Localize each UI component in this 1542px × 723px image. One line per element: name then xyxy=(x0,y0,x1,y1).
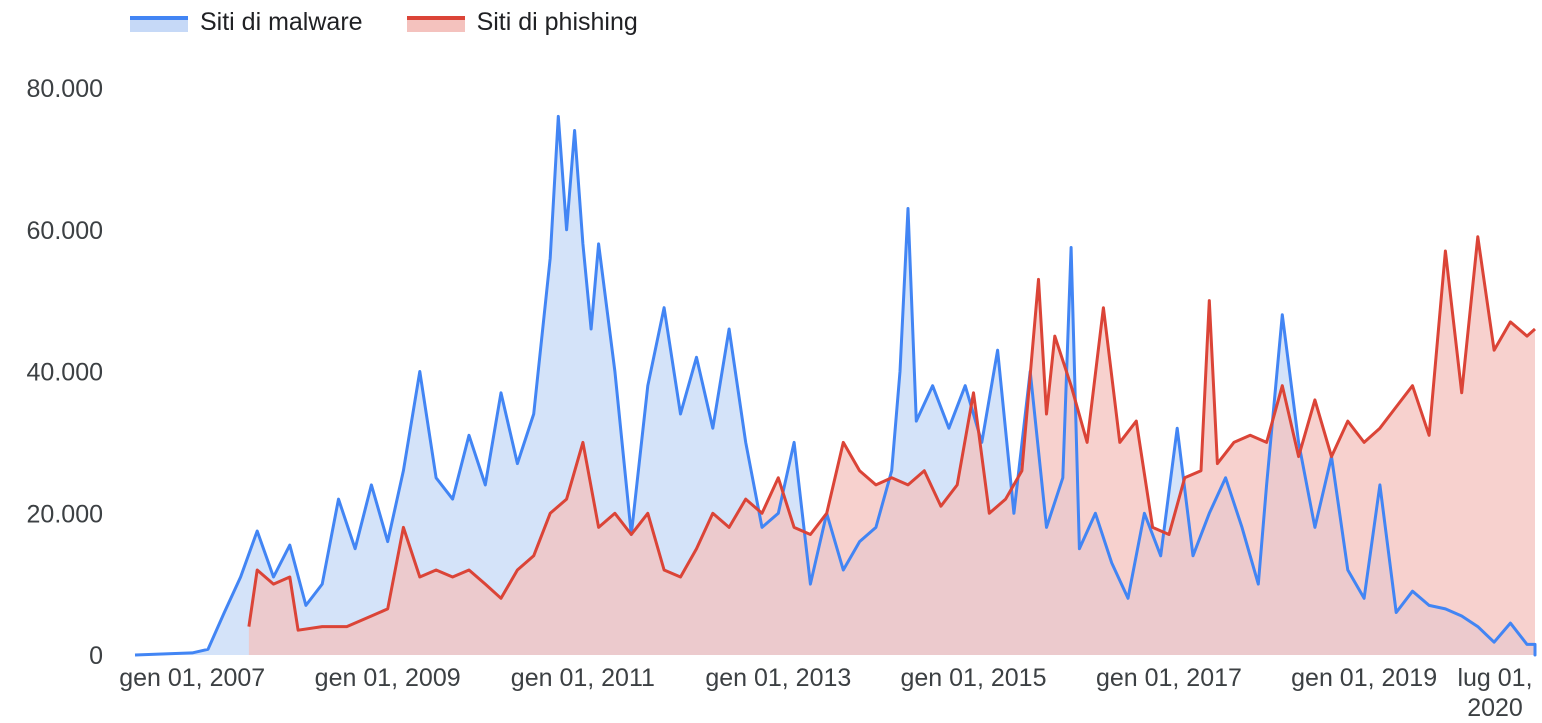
legend-item-phishing[interactable]: Siti di phishing xyxy=(406,8,638,37)
x-tick-label: lug 01, 2020 xyxy=(1457,664,1532,722)
x-tick-label: gen 01, 2009 xyxy=(315,664,461,692)
legend-label-phishing: Siti di phishing xyxy=(476,8,638,36)
x-tick-label: gen 01, 2019 xyxy=(1291,664,1437,692)
legend-swatch-malware xyxy=(130,14,188,32)
legend-label-malware: Siti di malware xyxy=(200,8,363,36)
series-line-malware xyxy=(134,114,1537,657)
legend-item-malware[interactable]: Siti di malware xyxy=(130,8,363,37)
series-area-phishing xyxy=(248,236,1535,656)
x-tick-label: gen 01, 2007 xyxy=(119,664,265,692)
y-tick-label: 20.000 xyxy=(27,500,103,528)
chart-legend: Siti di malware Siti di phishing xyxy=(130,8,638,37)
y-tick-label: 0 xyxy=(89,642,103,670)
x-tick-label: gen 01, 2015 xyxy=(901,664,1047,692)
x-tick-label: gen 01, 2017 xyxy=(1096,664,1242,692)
x-tick-label: gen 01, 2011 xyxy=(511,664,655,692)
legend-swatch-phishing xyxy=(406,14,465,32)
y-tick-label: 80.000 xyxy=(27,75,103,103)
y-tick-label: 60.000 xyxy=(27,217,103,245)
x-tick-label: gen 01, 2013 xyxy=(705,664,851,692)
y-tick-label: 40.000 xyxy=(27,359,103,387)
series-line-phishing xyxy=(247,235,1536,632)
